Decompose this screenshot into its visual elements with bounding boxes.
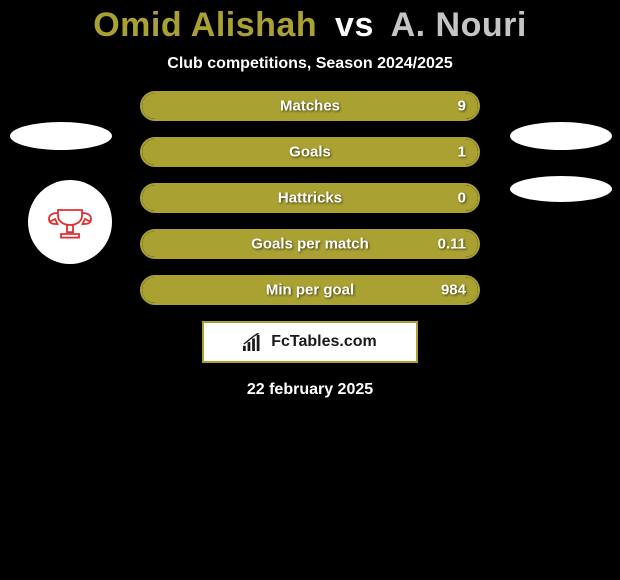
stat-value: 0.11: [438, 236, 466, 253]
player-a-club-logo: [28, 180, 112, 264]
stat-row-hattricks: Hattricks 0: [140, 183, 480, 213]
stat-value: 9: [458, 98, 466, 115]
subtitle: Club competitions, Season 2024/2025: [0, 55, 620, 73]
stat-value: 984: [441, 282, 466, 299]
stat-label: Goals per match: [251, 236, 369, 253]
brand-link[interactable]: FcTables.com: [202, 321, 418, 363]
player-b-name: A. Nouri: [391, 6, 527, 44]
stat-label: Hattricks: [278, 190, 342, 207]
stat-value: 1: [458, 144, 466, 161]
stat-label: Goals: [289, 144, 331, 161]
date-label: 22 february 2025: [0, 381, 620, 399]
vs-separator: vs: [335, 6, 374, 44]
stat-row-goals: Goals 1: [140, 137, 480, 167]
page-title: Omid Alishah vs A. Nouri: [0, 0, 620, 53]
stat-label: Matches: [280, 98, 340, 115]
bar-chart-icon: [243, 333, 265, 351]
stat-row-matches: Matches 9: [140, 91, 480, 121]
player-a-placeholder-icon: [10, 122, 112, 150]
stat-row-goals-per-match: Goals per match 0.11: [140, 229, 480, 259]
player-b-club-placeholder-icon: [510, 176, 612, 202]
player-a-name: Omid Alishah: [93, 6, 317, 44]
stat-value: 0: [458, 190, 466, 207]
stats-container: Matches 9 Goals 1 Hattricks 0 Goals per …: [140, 91, 480, 305]
trophy-icon: [40, 192, 100, 252]
player-b-placeholder-icon: [510, 122, 612, 150]
stat-label: Min per goal: [266, 282, 354, 299]
stat-row-min-per-goal: Min per goal 984: [140, 275, 480, 305]
brand-text: FcTables.com: [271, 333, 377, 351]
